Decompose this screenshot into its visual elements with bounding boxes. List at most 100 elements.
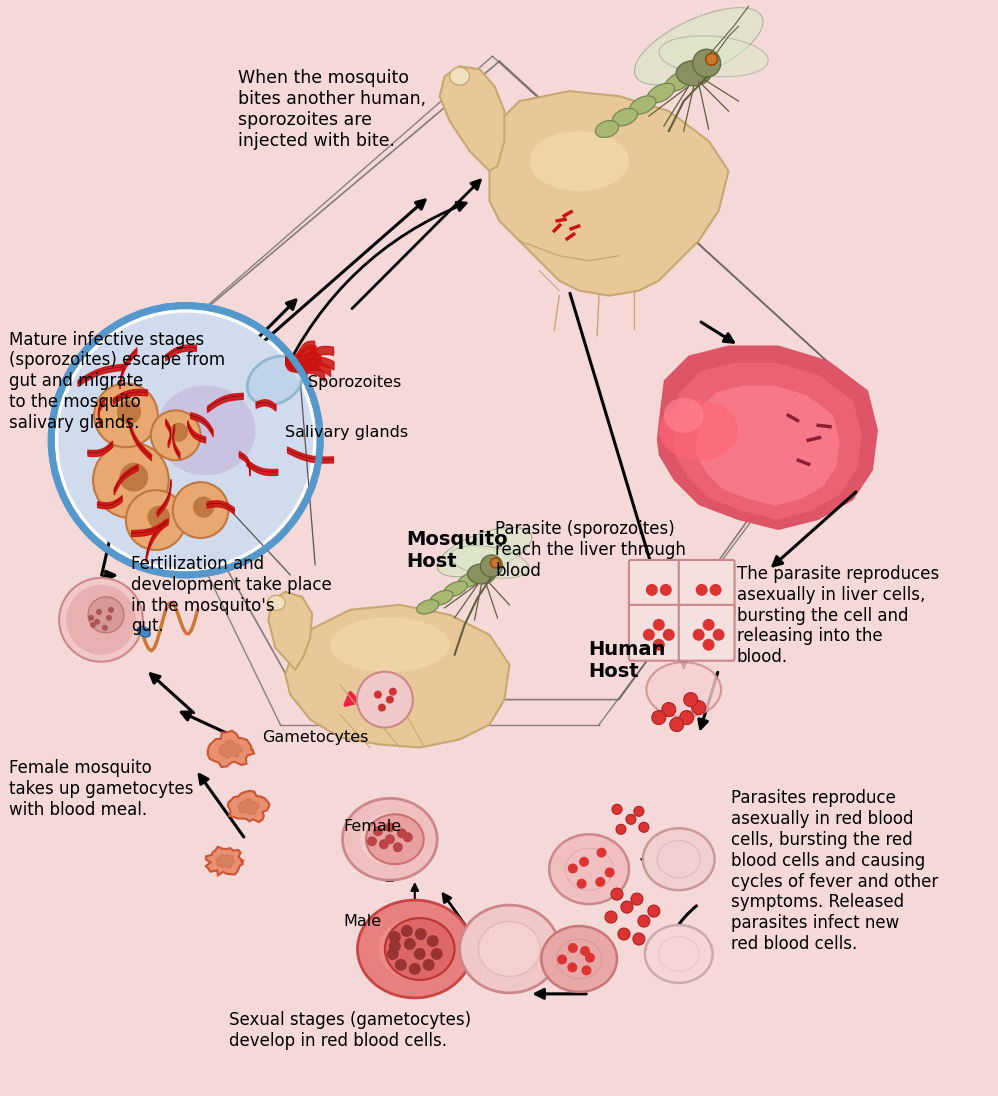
Circle shape (108, 607, 114, 613)
Ellipse shape (267, 595, 285, 610)
Circle shape (612, 804, 622, 814)
Circle shape (643, 629, 655, 641)
Ellipse shape (549, 834, 629, 904)
Circle shape (557, 955, 567, 964)
Text: Mosquito
Host: Mosquito Host (406, 530, 507, 571)
Text: Sporozoites: Sporozoites (308, 376, 401, 390)
Text: Parasites reproduce
asexually in red blood
cells, bursting the red
blood cells a: Parasites reproduce asexually in red blo… (731, 789, 938, 954)
Ellipse shape (630, 95, 656, 114)
Ellipse shape (565, 848, 613, 890)
Circle shape (611, 888, 623, 900)
Circle shape (427, 935, 439, 947)
Ellipse shape (557, 939, 602, 979)
Circle shape (568, 962, 578, 972)
Circle shape (579, 857, 589, 867)
Text: Female: Female (343, 820, 401, 834)
Circle shape (170, 423, 189, 442)
Circle shape (93, 443, 169, 518)
Circle shape (357, 672, 413, 728)
Circle shape (660, 584, 672, 596)
Ellipse shape (248, 356, 303, 404)
Text: When the mosquito
bites another human,
sporozoites are
injected with bite.: When the mosquito bites another human, s… (239, 69, 426, 150)
Circle shape (59, 578, 143, 662)
Circle shape (580, 946, 590, 956)
Ellipse shape (665, 70, 694, 92)
Ellipse shape (460, 905, 559, 993)
Text: Human
Host: Human Host (588, 640, 666, 681)
Ellipse shape (342, 798, 437, 880)
Circle shape (631, 893, 643, 905)
Circle shape (409, 963, 421, 975)
Ellipse shape (468, 564, 495, 584)
Circle shape (423, 959, 435, 971)
Ellipse shape (430, 591, 453, 605)
PathPatch shape (285, 605, 509, 747)
Text: Male: Male (343, 914, 381, 929)
PathPatch shape (657, 345, 878, 530)
Circle shape (618, 928, 630, 940)
Circle shape (670, 718, 684, 731)
Circle shape (389, 687, 397, 696)
Ellipse shape (417, 600, 439, 614)
Text: Salivary glands: Salivary glands (285, 425, 408, 441)
Circle shape (568, 943, 578, 952)
Circle shape (389, 931, 401, 943)
Circle shape (193, 496, 215, 517)
Circle shape (638, 915, 650, 927)
Circle shape (605, 911, 617, 923)
Circle shape (703, 619, 715, 631)
Circle shape (395, 959, 407, 971)
Circle shape (585, 952, 595, 962)
Ellipse shape (664, 398, 704, 433)
Circle shape (706, 54, 718, 66)
Circle shape (696, 584, 708, 596)
Circle shape (684, 693, 698, 707)
Circle shape (148, 505, 170, 528)
Text: Fertilization and
development take place
in the mosquito's
gut.: Fertilization and development take place… (131, 555, 331, 636)
Ellipse shape (478, 922, 540, 977)
Circle shape (151, 410, 201, 460)
Circle shape (379, 840, 389, 849)
Circle shape (102, 625, 108, 631)
Text: The parasite reproduces
asexually in liver cells,
bursting the cell and
releasin: The parasite reproduces asexually in liv… (737, 564, 939, 666)
Circle shape (605, 868, 615, 878)
Circle shape (646, 584, 658, 596)
Ellipse shape (450, 546, 529, 579)
PathPatch shape (674, 363, 861, 520)
Circle shape (648, 905, 660, 917)
Ellipse shape (613, 109, 638, 126)
Circle shape (710, 584, 722, 596)
Circle shape (652, 710, 666, 724)
Circle shape (88, 597, 124, 632)
Ellipse shape (450, 67, 470, 85)
Circle shape (597, 847, 607, 857)
Circle shape (621, 901, 633, 913)
Text: Sexual stages (gametocytes)
develop in red blood cells.: Sexual stages (gametocytes) develop in r… (229, 1011, 471, 1050)
Ellipse shape (659, 36, 768, 77)
Ellipse shape (659, 937, 699, 971)
Ellipse shape (437, 527, 532, 576)
Text: Mature infective stages
(sporozoites) escape from
gut and migrate
to the mosquit: Mature infective stages (sporozoites) es… (9, 331, 226, 432)
Circle shape (88, 615, 94, 620)
FancyBboxPatch shape (629, 605, 685, 661)
Circle shape (634, 807, 644, 817)
Circle shape (490, 558, 500, 568)
Ellipse shape (138, 627, 151, 637)
Ellipse shape (635, 8, 762, 84)
Circle shape (389, 940, 401, 952)
Ellipse shape (541, 926, 617, 992)
Circle shape (96, 609, 102, 615)
Ellipse shape (596, 121, 619, 137)
Circle shape (480, 555, 502, 576)
Circle shape (663, 629, 675, 641)
Ellipse shape (156, 386, 255, 476)
Circle shape (373, 826, 383, 836)
Circle shape (680, 710, 694, 724)
Circle shape (401, 925, 413, 937)
Circle shape (386, 696, 394, 704)
Circle shape (703, 639, 715, 651)
Circle shape (397, 829, 407, 838)
Ellipse shape (659, 400, 739, 460)
Ellipse shape (658, 841, 701, 878)
Polygon shape (239, 799, 258, 814)
